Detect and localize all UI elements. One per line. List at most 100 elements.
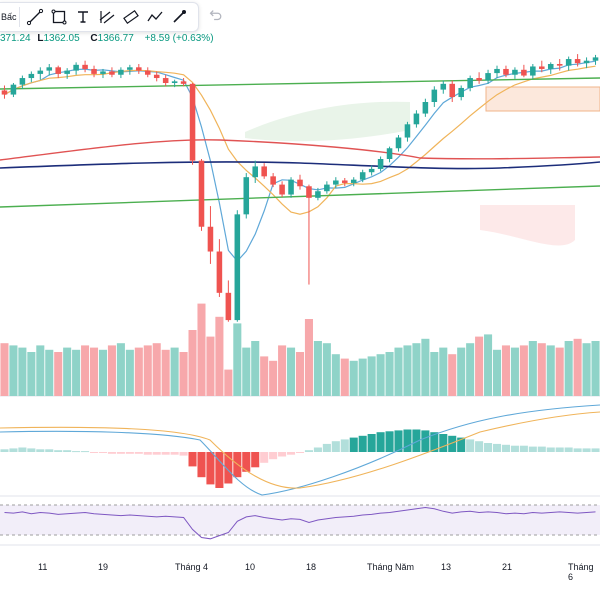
- parallel-channel-button[interactable]: [95, 5, 119, 29]
- candle-body: [404, 124, 411, 138]
- brush-button[interactable]: [167, 5, 191, 29]
- candle-body: [342, 180, 348, 183]
- macd-histogram-bar: [349, 437, 358, 452]
- candle-body: [270, 176, 276, 185]
- candle-body: [413, 113, 420, 125]
- macd-histogram-bar: [475, 441, 484, 452]
- ruler-button[interactable]: [119, 5, 143, 29]
- macd-histogram-bar: [242, 452, 251, 472]
- macd-histogram-bar: [537, 446, 546, 452]
- candle-body: [73, 64, 79, 71]
- volume-bar: [537, 343, 546, 396]
- volume-bar: [304, 319, 313, 396]
- macd-histogram-bar: [313, 447, 322, 452]
- candle-body: [395, 137, 402, 149]
- volume-bar: [457, 347, 466, 396]
- parallel-channel-icon: [99, 11, 115, 24]
- channel-upper-line: [0, 77, 600, 90]
- volume-bar: [555, 347, 564, 396]
- text-tool-button[interactable]: [71, 5, 95, 29]
- macd-histogram-bar: [412, 429, 421, 452]
- rectangle-icon: [51, 9, 67, 25]
- toolbar-separator: [19, 7, 20, 27]
- macd-histogram-bar: [376, 432, 385, 452]
- volume-bar: [466, 343, 475, 396]
- candle-body: [333, 180, 339, 185]
- macd-histogram-bar: [430, 432, 439, 452]
- candle-body: [583, 60, 590, 64]
- macd-histogram-bar: [278, 452, 287, 457]
- macd-signal-line: [0, 411, 600, 489]
- candle-body: [449, 83, 456, 98]
- candle-body: [225, 292, 232, 321]
- macd-histogram-bar: [143, 452, 152, 455]
- macd-histogram-bar: [206, 452, 215, 485]
- macd-histogram-bar: [385, 431, 394, 452]
- volume-bar: [358, 358, 367, 396]
- volume-bar: [161, 349, 170, 396]
- volume-bar: [564, 341, 573, 396]
- candle-body: [368, 168, 375, 173]
- volume-bar: [27, 352, 36, 396]
- volume-bar: [492, 349, 502, 396]
- volume-bar: [0, 343, 9, 396]
- x-axis-label: 21: [502, 562, 513, 572]
- volume-bar: [376, 354, 385, 396]
- candle-body: [521, 69, 527, 76]
- macd-histogram-bar: [304, 450, 313, 452]
- volume-bar: [349, 360, 358, 396]
- candle-body: [494, 68, 500, 74]
- volume-bar: [484, 334, 493, 396]
- volume-bar: [98, 349, 108, 396]
- macd-histogram-bar: [0, 449, 9, 452]
- macd-histogram-bar: [18, 447, 27, 452]
- macd-histogram-bar: [287, 452, 296, 455]
- candle-body: [100, 71, 106, 74]
- macd-histogram-bar: [466, 439, 475, 452]
- candle-body: [306, 186, 312, 198]
- candle-body: [243, 177, 250, 215]
- candle-body: [279, 184, 285, 195]
- macd-histogram-bar: [54, 450, 63, 452]
- trend-line-button[interactable]: [23, 5, 47, 29]
- volume-bar: [295, 352, 305, 396]
- macd-histogram-bar: [170, 452, 179, 455]
- candle-body: [440, 83, 447, 90]
- volume-bar: [430, 352, 439, 396]
- ruler-icon: [123, 9, 139, 25]
- volume-bar: [313, 341, 322, 396]
- macd-histogram-bar: [358, 435, 367, 452]
- candle-body: [127, 67, 133, 70]
- candle-body: [91, 68, 97, 74]
- candle-body: [37, 70, 44, 74]
- volume-bar: [233, 323, 242, 396]
- macd-histogram-bar: [90, 452, 99, 453]
- candle-body: [592, 57, 599, 61]
- rectangle-button[interactable]: [47, 5, 71, 29]
- macd-histogram-bar: [63, 450, 72, 452]
- x-axis-label: 19: [98, 562, 109, 572]
- macd-histogram-bar: [98, 452, 108, 453]
- candle-body: [198, 160, 205, 227]
- volume-bar: [591, 341, 600, 396]
- macd-histogram-bar: [27, 448, 36, 452]
- candle-body: [458, 87, 464, 98]
- volume-bar: [287, 347, 296, 396]
- macd-histogram-bar: [269, 452, 278, 460]
- volume-bar: [322, 343, 331, 396]
- candle-body: [136, 67, 142, 71]
- candle-body: [431, 89, 438, 102]
- low-value: 1362.05: [43, 33, 80, 44]
- macd-histogram-bar: [322, 443, 331, 452]
- rsi-band: [0, 505, 600, 535]
- rsi-line: [4, 506, 596, 540]
- macd-histogram-bar: [215, 452, 224, 488]
- macd-histogram-bar: [81, 451, 90, 453]
- brush-icon: [173, 10, 186, 23]
- drawing-toolbar: Bấc: [0, 2, 199, 32]
- x-axis-label: 13: [441, 562, 452, 572]
- volume-bar: [519, 345, 528, 396]
- path-button[interactable]: [143, 5, 167, 29]
- undo-button[interactable]: [206, 6, 224, 24]
